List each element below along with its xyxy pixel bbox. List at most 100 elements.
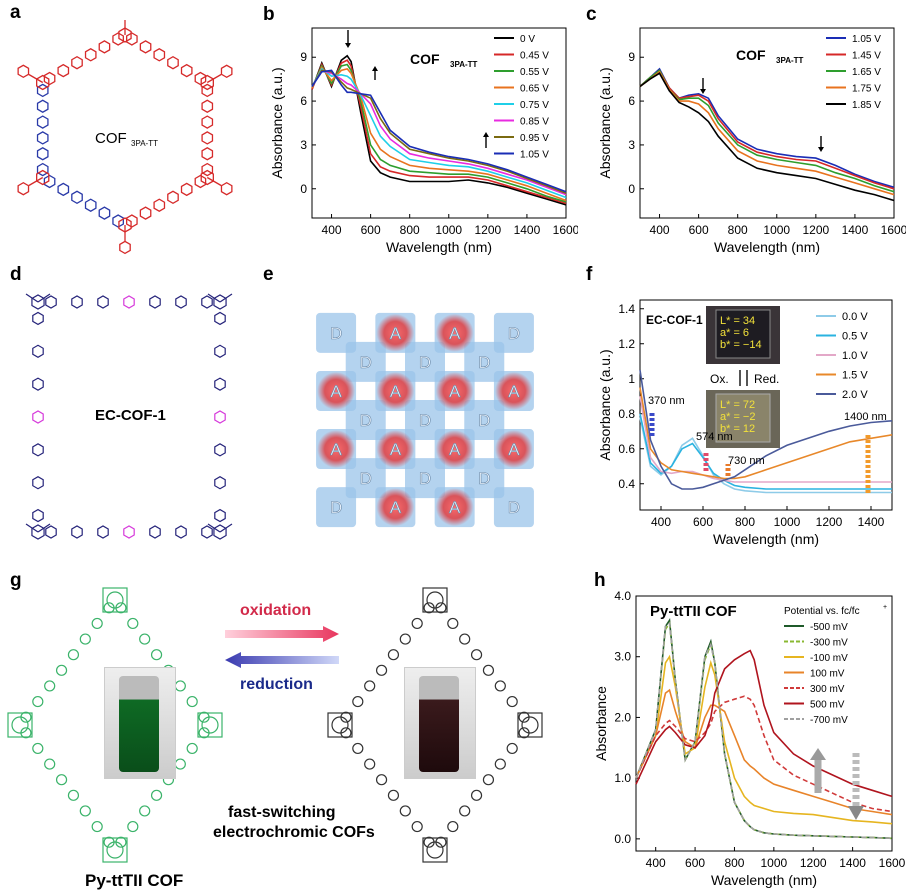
acceptor-label: A	[390, 498, 402, 517]
series-line-7	[311, 69, 567, 193]
ring-unit	[201, 99, 214, 114]
ring-unit	[399, 633, 411, 645]
ring-unit	[126, 32, 138, 46]
caption-line-1: fast-switching	[228, 804, 336, 821]
ring-unit	[214, 344, 226, 358]
acceptor-glow	[494, 371, 533, 410]
trend-arrow-head	[372, 66, 378, 71]
ring-unit	[55, 774, 68, 786]
ring-unit	[44, 758, 56, 770]
x-tick-label: 1400	[842, 223, 869, 237]
acceptor-glow	[435, 430, 474, 469]
ring-unit	[167, 55, 179, 70]
ring-unit	[44, 680, 56, 692]
wavelength-annotation: 574 nm	[696, 431, 733, 443]
lattice-cell	[464, 341, 505, 382]
wavelength-annotation: 370 nm	[648, 395, 685, 407]
lattice-cell	[316, 487, 357, 528]
ring-unit	[71, 525, 83, 539]
x-tick-label: 400	[322, 223, 342, 237]
ring-unit	[43, 71, 56, 86]
pyrene-node	[422, 837, 448, 863]
legend-label: 0 V	[520, 34, 535, 45]
donor-label: D	[508, 498, 520, 517]
ring-unit	[506, 695, 518, 708]
x-tick-label: 400	[646, 856, 666, 870]
legend-title: Potential vs. fc/fc	[784, 606, 860, 617]
panel-letter-b: b	[263, 4, 275, 25]
acceptor-label: A	[449, 382, 461, 401]
series-line-3	[635, 688, 893, 816]
ring-unit	[126, 214, 138, 228]
ring-unit	[91, 617, 103, 630]
x-axis-label: Wavelength (nm)	[711, 872, 817, 888]
ring-unit	[364, 758, 376, 770]
y-tick-label: 1.4	[618, 302, 635, 316]
lattice-cell	[316, 312, 357, 353]
donor-label: D	[508, 324, 520, 343]
donor-label: D	[360, 469, 372, 488]
legend-label: 1.45 V	[852, 51, 881, 62]
ring-unit	[127, 820, 139, 833]
inset-bottom-text: L* = 72	[720, 399, 755, 411]
chart-title: EC-COF-1	[646, 313, 703, 327]
y-tick-label: 4.0	[614, 589, 631, 603]
legend-label: 1.05 V	[520, 150, 549, 161]
ring-unit	[201, 295, 213, 309]
inset-film-top	[715, 309, 771, 359]
ring-unit	[45, 525, 57, 539]
legend-label: 1.05 V	[852, 34, 881, 45]
x-tick-label: 1000	[763, 223, 790, 237]
arm-ring	[17, 64, 30, 79]
legend-label: 300 mV	[810, 684, 845, 695]
lattice-cell	[345, 341, 386, 382]
ring-unit	[43, 174, 56, 189]
ring-unit	[91, 820, 103, 833]
series-line-2	[635, 654, 893, 825]
ring-unit	[411, 617, 423, 630]
series-line-4	[639, 369, 893, 490]
donor-label: D	[419, 411, 431, 430]
ring-unit	[201, 146, 214, 161]
acceptor-glow	[494, 430, 533, 469]
ring-unit	[482, 664, 495, 676]
chart-h: 400 600 800 1000 1200 1400 1600 0.0 1.0 2.0 3.0 4.0…	[593, 589, 906, 888]
pyrene-ring	[201, 716, 219, 734]
legend-label: -500 mV	[810, 622, 848, 633]
acceptor-glow	[435, 313, 474, 352]
chart-b: 400 600 800 1000 1200 1400 1600 0 3 6 9 Wavelength …	[269, 27, 578, 255]
y-axis-label: Absorbance (a.u.)	[597, 349, 613, 460]
series-line-4	[311, 67, 567, 199]
reduction-label: reduction	[240, 676, 313, 693]
y-tick-label: 6	[300, 94, 307, 108]
arm-bond	[219, 293, 233, 303]
inset-bottom-text: b* = 12	[720, 423, 755, 435]
ring-unit	[459, 633, 471, 645]
legend-label: 0.55 V	[520, 67, 549, 78]
ring-unit	[459, 805, 471, 817]
legend-label: -300 mV	[810, 638, 848, 649]
ring-unit	[67, 649, 80, 661]
inset-top-text: a* = 6	[720, 327, 749, 339]
y-tick-label: 2.0	[614, 710, 631, 724]
ox-label: Ox.	[710, 372, 729, 386]
ring-unit	[174, 758, 186, 770]
x-tick-label: 600	[361, 223, 381, 237]
ring-unit	[201, 115, 214, 129]
legend-label: 1.65 V	[852, 67, 881, 78]
ring-unit	[214, 377, 226, 391]
arm-ring	[220, 181, 233, 196]
arm-bond	[28, 73, 44, 84]
structure-g-left	[7, 587, 223, 863]
donor-label: D	[478, 411, 490, 430]
trend-arrow-head	[483, 132, 489, 137]
x-tick-label: 400	[650, 223, 670, 237]
donor-label: D	[478, 353, 490, 372]
lattice-cell	[345, 400, 386, 440]
ring-unit	[139, 633, 151, 645]
ring-unit	[494, 680, 506, 692]
ring-unit	[494, 758, 506, 770]
x-tick-label: 1000	[760, 856, 787, 870]
pyrene-ring	[426, 841, 444, 859]
